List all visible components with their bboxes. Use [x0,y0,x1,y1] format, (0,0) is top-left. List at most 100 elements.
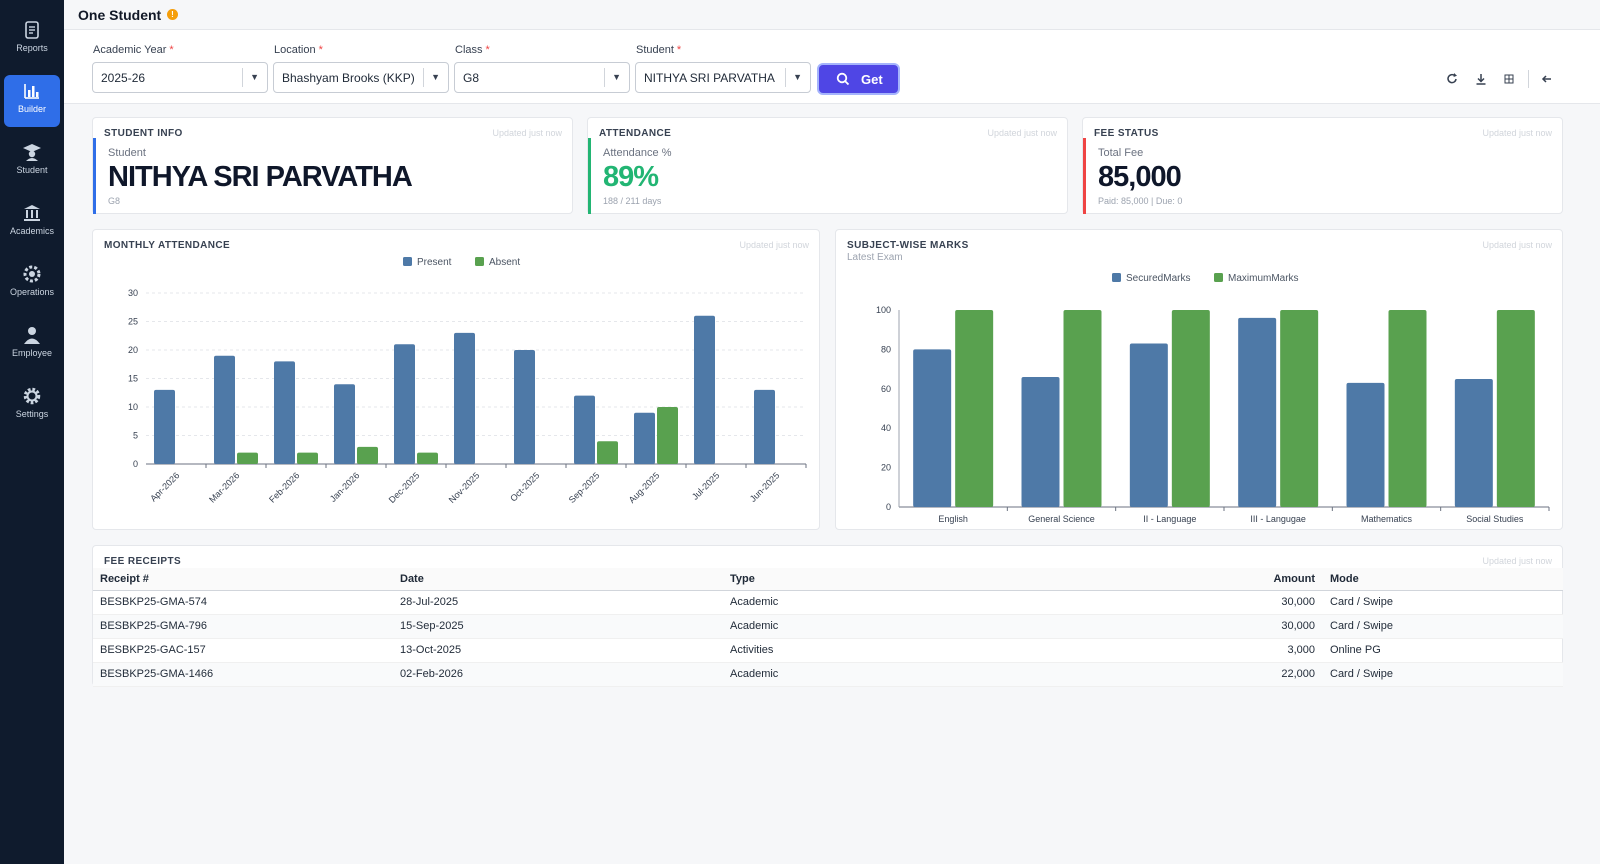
class-select[interactable]: G8 ▼ [454,62,630,93]
location-select[interactable]: Bhashyam Brooks (KKP) ▼ [273,62,449,93]
kpi-sub: Paid: 85,000 | Due: 0 [1098,196,1183,206]
x-tick-label: III - Langugae [1250,514,1306,524]
student-select[interactable]: NITHYA SRI PARVATHA ▼ [635,62,811,93]
column-header[interactable]: Type [723,568,1143,591]
sidebar-item-operations[interactable]: Operations [4,258,60,310]
kpi-label: Student [108,147,146,159]
table-row[interactable]: BESBKP25-GMA-1466 02-Feb-2026 Academic 2… [93,662,1563,687]
legend-swatch [475,257,484,266]
bar-present [514,350,535,464]
y-tick-label: 30 [128,288,138,298]
gears-icon [23,265,41,283]
download-icon[interactable] [1474,72,1488,86]
x-tick-label: Jul-2025 [690,470,721,501]
column-header[interactable]: Mode [1323,568,1563,591]
x-tick-label: Mar-2026 [207,470,241,504]
bar-present [394,344,415,464]
refresh-icon[interactable] [1445,72,1459,86]
bar-maximummarks [1171,310,1210,507]
receipt-date: 02-Feb-2026 [393,662,723,687]
receipt-date: 28-Jul-2025 [393,590,723,615]
bar-present [754,389,775,464]
attendance-value: 89% [603,161,659,193]
card-title: FEE RECEIPTS [104,556,182,567]
monthly-attendance-card: MONTHLY ATTENDANCE Updated just now Pres… [92,229,820,530]
bar-maximummarks [1496,310,1535,507]
accent-bar [588,138,591,214]
receipt-amount: 30,000 [1143,614,1323,639]
sidebar-item-builder[interactable]: Builder [4,75,60,127]
sidebar-item-label: Academics [9,226,54,236]
student-value: NITHYA SRI PARVATHA [644,71,775,85]
kpi-label: Attendance % [603,147,672,159]
collapse-icon[interactable] [1540,72,1554,86]
info-icon[interactable]: ! [167,9,178,20]
bar-securedmarks [1454,378,1493,507]
receipt-mode: Online PG [1323,638,1563,663]
table-row[interactable]: BESBKP25-GMA-796 15-Sep-2025 Academic 30… [93,614,1563,639]
x-tick-label: English [938,514,968,524]
legend-swatch [1214,273,1223,282]
table-row[interactable]: BESBKP25-GAC-157 13-Oct-2025 Activities … [93,638,1563,663]
updated-label: Updated just now [1482,240,1552,250]
column-header[interactable]: Amount [1143,568,1323,591]
grid-icon[interactable] [1502,72,1516,86]
table-row[interactable]: BESBKP25-GMA-574 28-Jul-2025 Academic 30… [93,590,1563,615]
sidebar-item-label: Settings [15,409,49,419]
subject-marks-card: SUBJECT-WISE MARKS Latest Exam Updated j… [835,229,1563,530]
sidebar-item-settings[interactable]: Settings [4,380,60,432]
x-tick-label: General Science [1028,514,1095,524]
chevron-down-icon[interactable]: ▼ [612,72,621,82]
sidebar-item-academics[interactable]: Academics [4,197,60,249]
academic-year-select[interactable]: 2025-26 ▼ [92,62,268,93]
kpi-sub: 188 / 211 days [603,196,662,206]
y-tick-label: 100 [876,305,891,315]
card-title: FEE STATUS [1094,128,1159,139]
bar-securedmarks [1238,317,1277,507]
chevron-down-icon[interactable]: ▼ [793,72,802,82]
bar-chart-icon [24,84,39,99]
bar-absent [357,446,378,464]
updated-label: Updated just now [492,128,562,138]
column-header[interactable]: Date [393,568,723,591]
y-tick-label: 20 [881,463,891,473]
page-title: One Student [78,7,162,23]
sidebar: Reports Builder Student Academics Operat… [0,0,64,864]
sidebar-item-student[interactable]: Student [4,136,60,188]
get-button[interactable]: Get [817,63,900,95]
legend-label: Absent [489,257,520,268]
sidebar-item-reports[interactable]: Reports [4,14,60,66]
updated-label: Updated just now [987,128,1057,138]
y-tick-label: 60 [881,384,891,394]
bar-maximummarks [1280,310,1319,507]
receipt-type: Academic [723,662,1143,687]
bar-absent [237,452,258,464]
fee-receipts-card: FEE RECEIPTS Updated just now Receipt # … [92,545,1563,687]
fee-receipts-table: Receipt # Date Type Amount Mode BESBKP25… [93,568,1563,687]
x-tick-label: Jun-2025 [748,470,782,504]
card-title: SUBJECT-WISE MARKS [847,240,969,251]
chevron-down-icon[interactable]: ▼ [250,72,259,82]
updated-label: Updated just now [739,240,809,250]
sidebar-item-employee[interactable]: Employee [4,319,60,371]
card-title: ATTENDANCE [599,128,672,139]
x-tick-label: Apr-2026 [148,470,181,503]
receipt-number: BESBKP25-GMA-574 [93,590,393,615]
column-header[interactable]: Receipt # [93,568,393,591]
accent-bar [1083,138,1086,214]
y-tick-label: 0 [886,502,891,512]
sidebar-item-label: Reports [16,43,48,53]
y-tick-label: 80 [881,344,891,354]
x-tick-label: Jan-2026 [328,470,362,504]
x-tick-label: Social Studies [1466,514,1524,524]
receipt-amount: 3,000 [1143,638,1323,663]
bar-present [634,412,655,464]
y-tick-label: 15 [128,374,138,384]
legend-label: MaximumMarks [1228,273,1299,284]
get-label: Get [861,72,883,87]
x-tick-label: II - Language [1143,514,1196,524]
chevron-down-icon[interactable]: ▼ [431,72,440,82]
legend-label: SecuredMarks [1126,273,1190,284]
receipt-type: Activities [723,638,1143,663]
academic-year-label: Academic Year * [93,44,174,56]
